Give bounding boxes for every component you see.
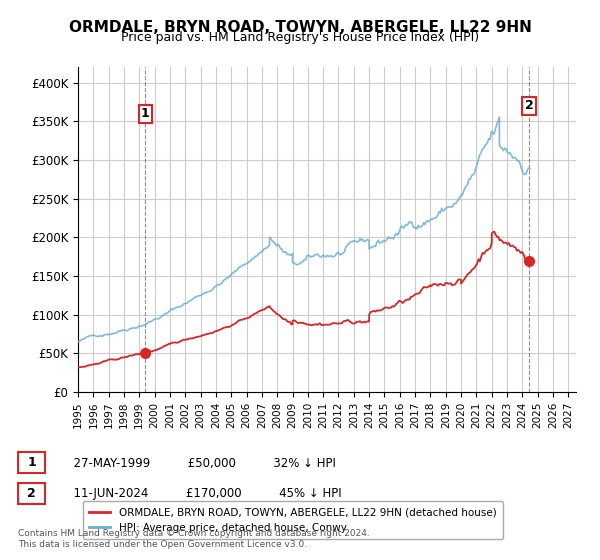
Text: ORMDALE, BRYN ROAD, TOWYN, ABERGELE, LL22 9HN: ORMDALE, BRYN ROAD, TOWYN, ABERGELE, LL2… xyxy=(68,20,532,35)
Text: 1: 1 xyxy=(27,456,36,469)
Text: 27-MAY-1999          £50,000          32% ↓ HPI: 27-MAY-1999 £50,000 32% ↓ HPI xyxy=(66,456,336,470)
Text: 1: 1 xyxy=(141,107,150,120)
Text: Contains HM Land Registry data © Crown copyright and database right 2024.
This d: Contains HM Land Registry data © Crown c… xyxy=(18,529,370,549)
Text: 11-JUN-2024          £170,000          45% ↓ HPI: 11-JUN-2024 £170,000 45% ↓ HPI xyxy=(66,487,341,501)
Legend: ORMDALE, BRYN ROAD, TOWYN, ABERGELE, LL22 9HN (detached house), HPI: Average pri: ORMDALE, BRYN ROAD, TOWYN, ABERGELE, LL2… xyxy=(83,501,503,539)
Text: 2: 2 xyxy=(525,99,533,113)
Text: Price paid vs. HM Land Registry's House Price Index (HPI): Price paid vs. HM Land Registry's House … xyxy=(121,31,479,44)
Text: 2: 2 xyxy=(27,487,36,500)
